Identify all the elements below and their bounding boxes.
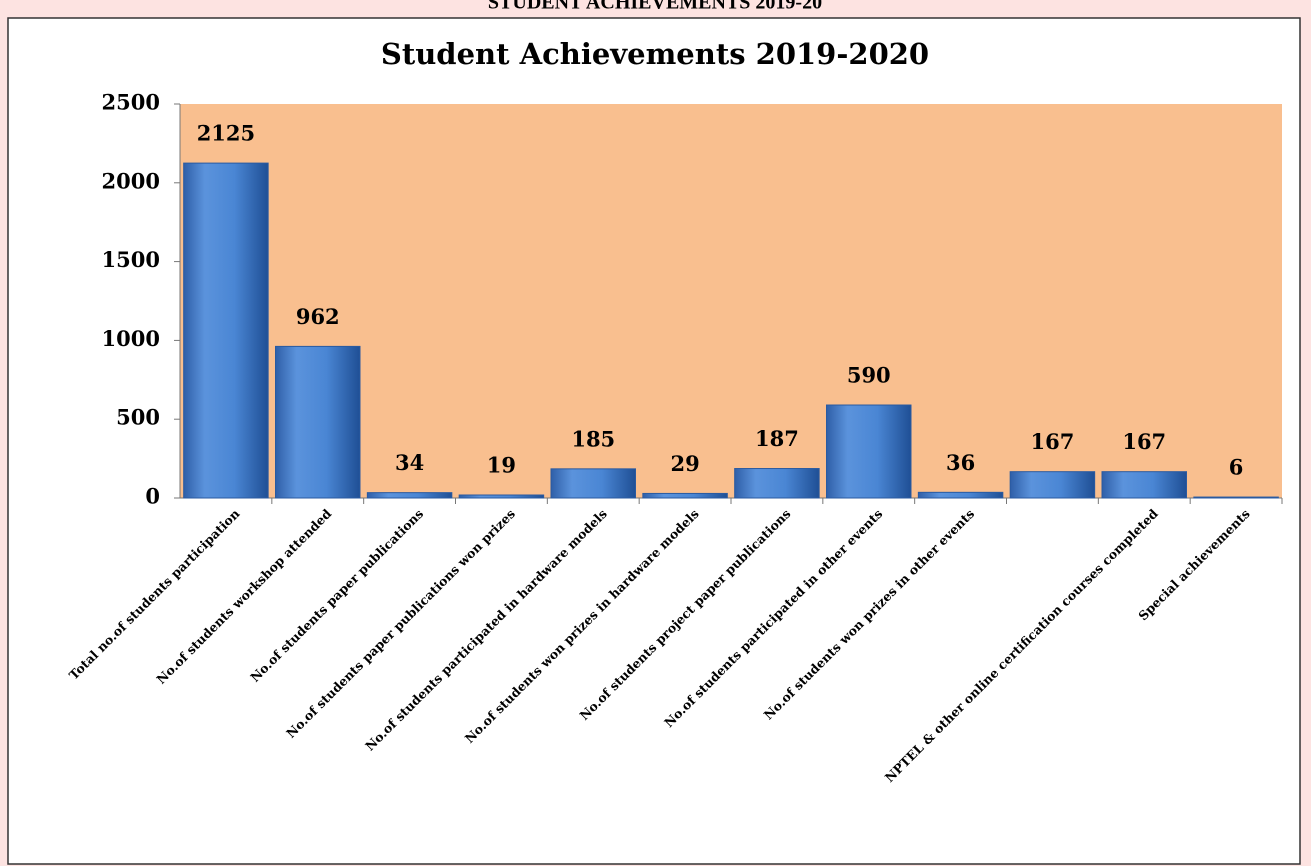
bar — [1101, 471, 1187, 499]
value-label: 34 — [395, 450, 424, 475]
bar — [1009, 471, 1096, 499]
bar — [917, 491, 1004, 499]
y-tick-label: 0 — [145, 484, 160, 509]
value-label: 29 — [670, 451, 699, 476]
value-label: 2125 — [197, 121, 255, 146]
value-label: 19 — [487, 453, 516, 478]
bar — [1193, 496, 1279, 499]
y-tick-label: 2000 — [102, 168, 160, 193]
value-label: 590 — [847, 363, 891, 388]
bar — [642, 492, 728, 499]
bar — [826, 404, 912, 499]
y-tick-label: 1000 — [102, 326, 160, 351]
value-label: 167 — [1030, 429, 1074, 454]
value-label: 185 — [571, 426, 615, 451]
bar — [366, 492, 453, 499]
value-label: 6 — [1229, 455, 1244, 480]
bar — [734, 468, 820, 499]
value-label: 36 — [946, 450, 975, 475]
page-header: STUDENT ACHIEVEMENTS 2019-20 — [488, 0, 822, 14]
y-tick-label: 1500 — [102, 247, 160, 272]
bar — [550, 468, 636, 499]
chart-title: Student Achievements 2019-2020 — [381, 37, 929, 71]
value-label: 962 — [296, 304, 340, 329]
bar — [458, 494, 545, 499]
y-tick-label: 2500 — [102, 90, 160, 115]
value-label: 187 — [755, 426, 799, 451]
y-tick-label: 500 — [116, 405, 160, 430]
bar — [275, 345, 361, 499]
value-label: 167 — [1122, 429, 1166, 454]
bar — [183, 162, 269, 499]
plot-background — [180, 104, 1282, 498]
